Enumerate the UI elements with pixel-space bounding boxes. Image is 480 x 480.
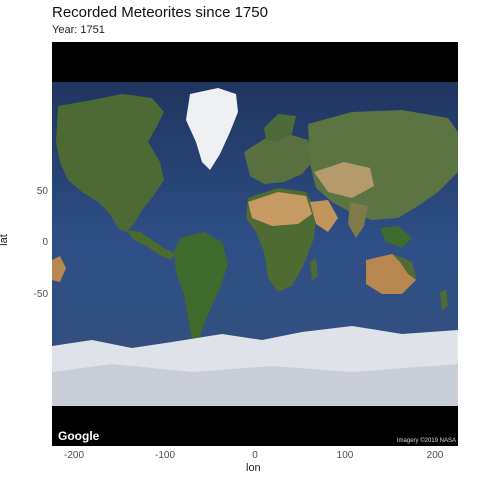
satellite-map xyxy=(52,42,458,446)
scandinavia xyxy=(264,114,296,142)
chart-subtitle: Year: 1751 xyxy=(52,24,105,36)
antarctica-shade xyxy=(52,364,458,406)
sahara xyxy=(248,192,312,226)
y-axis-label: lat xyxy=(0,234,10,246)
bottom-band xyxy=(52,406,458,446)
x-axis-label: lon xyxy=(246,462,261,474)
india xyxy=(348,202,368,238)
arabia xyxy=(310,200,338,232)
new-zealand xyxy=(440,290,448,310)
google-logo: Google xyxy=(58,429,100,443)
southeast-asia xyxy=(380,226,412,248)
australia-west-repeat xyxy=(52,256,66,282)
europe xyxy=(244,134,314,184)
x-tick-label: -100 xyxy=(154,450,175,461)
central-asia-desert xyxy=(314,162,374,198)
top-band xyxy=(52,42,458,82)
y-tick-label: -50 xyxy=(33,289,48,300)
x-tick-label: 0 xyxy=(252,450,258,461)
x-tick-label: -200 xyxy=(63,450,84,461)
chart-title: Recorded Meteorites since 1750 xyxy=(52,4,268,21)
australia-coast xyxy=(392,254,416,280)
south-america xyxy=(174,232,228,342)
madagascar xyxy=(310,258,318,280)
north-america xyxy=(56,94,164,232)
greenland xyxy=(186,88,238,170)
imagery-attribution: Imagery ©2019 NASA xyxy=(396,438,456,444)
y-tick-label: 50 xyxy=(36,186,48,197)
x-tick-label: 100 xyxy=(336,450,354,461)
y-tick-label: 0 xyxy=(42,237,48,248)
map-panel[interactable]: Google Imagery ©2019 NASA xyxy=(52,42,458,446)
central-america xyxy=(126,230,176,260)
x-tick-label: 200 xyxy=(426,450,444,461)
